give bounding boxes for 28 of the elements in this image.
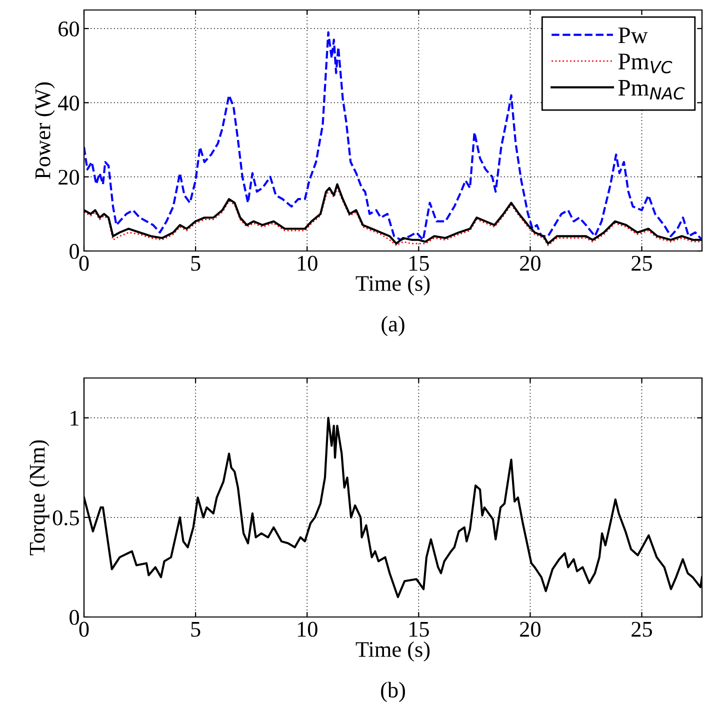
- x-tick-label: 15: [410, 622, 429, 637]
- x-tick-label: 10: [298, 256, 318, 271]
- x-tick-label: 25: [632, 256, 652, 271]
- x-tick-label: 10: [298, 622, 318, 637]
- legend-label: Pm$_{NAC}$: [618, 80, 685, 100]
- text: (b): [381, 682, 405, 702]
- x-tick-label: 0: [79, 256, 89, 271]
- x-tick-label: 15: [410, 256, 429, 271]
- y-tick-label: 0: [70, 244, 79, 259]
- y-axis-title: Power (W): [34, 82, 55, 179]
- x-tick-label: 20: [520, 256, 540, 271]
- y-tick-label: 60: [58, 21, 79, 36]
- x-axis-title: Time (s): [356, 275, 430, 296]
- x-tick-label: 5: [191, 256, 200, 271]
- legend-label: Pw: [618, 28, 648, 44]
- x-tick-label: 5: [191, 622, 200, 637]
- y-tick-label: 40: [58, 96, 79, 111]
- y-axis-title: Torque (Nm): [29, 440, 50, 556]
- x-tick-label: 20: [520, 622, 540, 637]
- x-axis-title: Time (s): [356, 641, 430, 662]
- y-tick-label: 20: [58, 170, 79, 185]
- x-tick-label: 25: [632, 622, 652, 637]
- text: (a): [382, 316, 404, 336]
- legend-label: Pm$_{VC}$: [618, 54, 672, 74]
- x-tick-label: 0: [79, 622, 89, 637]
- y-tick-label: 0: [70, 610, 79, 625]
- y-tick-label: 1: [70, 410, 78, 426]
- y-tick-label: 0.5: [52, 510, 79, 526]
